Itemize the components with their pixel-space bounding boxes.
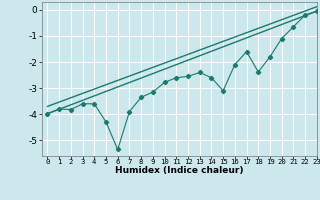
X-axis label: Humidex (Indice chaleur): Humidex (Indice chaleur) <box>115 166 244 175</box>
